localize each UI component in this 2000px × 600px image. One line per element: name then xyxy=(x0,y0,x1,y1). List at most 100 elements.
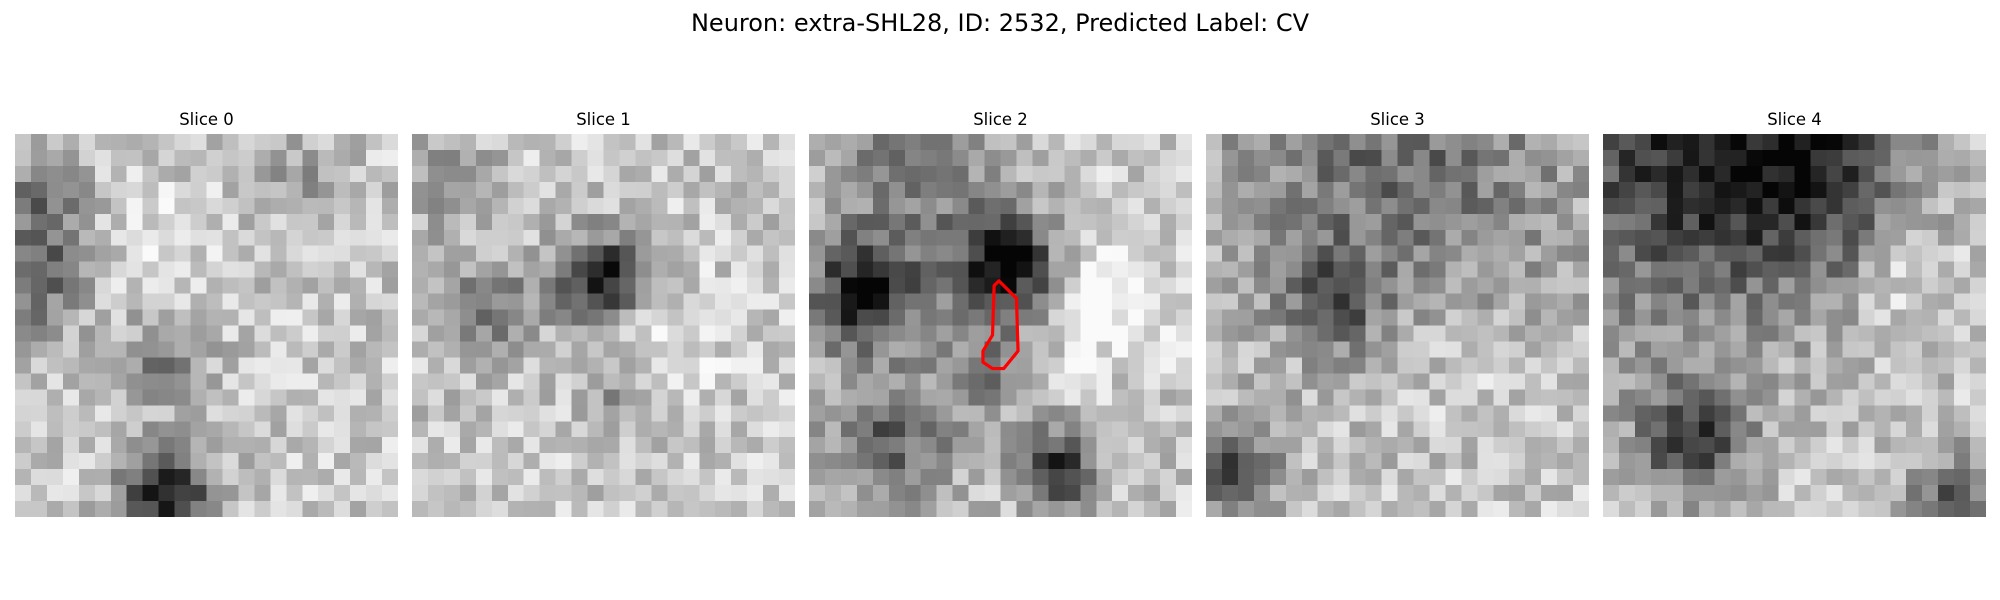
pixel xyxy=(1699,389,1715,405)
pixel xyxy=(1270,421,1286,437)
pixel xyxy=(460,262,476,278)
pixel xyxy=(1334,198,1350,214)
pixel xyxy=(334,310,350,326)
pixel xyxy=(1302,453,1318,469)
pixel xyxy=(779,389,795,405)
pixel xyxy=(1699,230,1715,246)
pixel xyxy=(1922,453,1938,469)
pixel xyxy=(1160,310,1176,326)
pixel xyxy=(1445,310,1461,326)
pixel xyxy=(1302,405,1318,421)
pixel xyxy=(1826,294,1842,310)
pixel xyxy=(1206,469,1222,485)
pixel xyxy=(412,501,428,517)
pixel xyxy=(334,357,350,373)
pixel xyxy=(524,405,540,421)
pixel xyxy=(1938,469,1954,485)
pixel xyxy=(1906,405,1922,421)
pixel xyxy=(460,214,476,230)
pixel xyxy=(1509,198,1525,214)
pixel xyxy=(651,341,667,357)
pixel xyxy=(1477,134,1493,150)
pixel xyxy=(809,246,825,262)
pixel xyxy=(1064,310,1080,326)
pixel xyxy=(412,246,428,262)
pixel xyxy=(1795,501,1811,517)
pixel xyxy=(635,134,651,150)
pixel xyxy=(889,326,905,342)
pixel xyxy=(1176,214,1192,230)
pixel xyxy=(1509,485,1525,501)
pixel xyxy=(1493,278,1509,294)
pixel xyxy=(779,134,795,150)
pixel xyxy=(969,166,985,182)
pixel xyxy=(1064,357,1080,373)
pixel xyxy=(1429,310,1445,326)
pixel xyxy=(1874,405,1890,421)
pixel xyxy=(175,341,191,357)
pixel xyxy=(1382,373,1398,389)
pixel xyxy=(572,198,588,214)
pixel xyxy=(825,405,841,421)
pixel xyxy=(207,357,223,373)
pixel xyxy=(382,150,398,166)
pixel xyxy=(889,150,905,166)
pixel xyxy=(1254,262,1270,278)
pixel xyxy=(667,262,683,278)
pixel xyxy=(1080,389,1096,405)
pixel xyxy=(731,198,747,214)
pixel xyxy=(651,485,667,501)
pixel xyxy=(1954,150,1970,166)
pixel xyxy=(1810,485,1826,501)
pixel xyxy=(1206,437,1222,453)
pixel xyxy=(651,501,667,517)
pixel xyxy=(1334,389,1350,405)
pixel xyxy=(1938,405,1954,421)
pixel xyxy=(1032,166,1048,182)
pixel xyxy=(905,357,921,373)
pixel xyxy=(222,437,238,453)
pixel xyxy=(699,278,715,294)
pixel xyxy=(1270,310,1286,326)
pixel xyxy=(350,262,366,278)
pixel xyxy=(492,310,508,326)
pixel xyxy=(492,341,508,357)
pixel xyxy=(588,278,604,294)
pixel xyxy=(476,198,492,214)
pixel xyxy=(779,310,795,326)
pixel xyxy=(1302,326,1318,342)
pixel xyxy=(1842,294,1858,310)
pixel xyxy=(412,262,428,278)
pixel xyxy=(1350,341,1366,357)
pixel xyxy=(222,182,238,198)
pixel xyxy=(15,294,31,310)
pixel xyxy=(1826,453,1842,469)
pixel xyxy=(270,501,286,517)
pixel xyxy=(47,469,63,485)
pixel xyxy=(1699,485,1715,501)
pixel xyxy=(1477,373,1493,389)
pixel xyxy=(873,246,889,262)
pixel xyxy=(1858,166,1874,182)
pixel xyxy=(1715,262,1731,278)
pixel xyxy=(1557,166,1573,182)
pixel xyxy=(1747,437,1763,453)
pixel xyxy=(1810,453,1826,469)
pixel xyxy=(1683,278,1699,294)
pixel xyxy=(651,437,667,453)
pixel xyxy=(1954,421,1970,437)
pixel xyxy=(222,453,238,469)
pixel xyxy=(857,405,873,421)
pixel xyxy=(1254,294,1270,310)
pixel xyxy=(1334,469,1350,485)
pixel xyxy=(763,198,779,214)
pixel xyxy=(1619,326,1635,342)
pixel xyxy=(1906,294,1922,310)
pixel xyxy=(1128,485,1144,501)
pixel xyxy=(366,453,382,469)
pixel xyxy=(191,373,207,389)
pixel xyxy=(1810,373,1826,389)
pixel xyxy=(428,373,444,389)
pixel xyxy=(159,501,175,517)
pixel xyxy=(1954,246,1970,262)
